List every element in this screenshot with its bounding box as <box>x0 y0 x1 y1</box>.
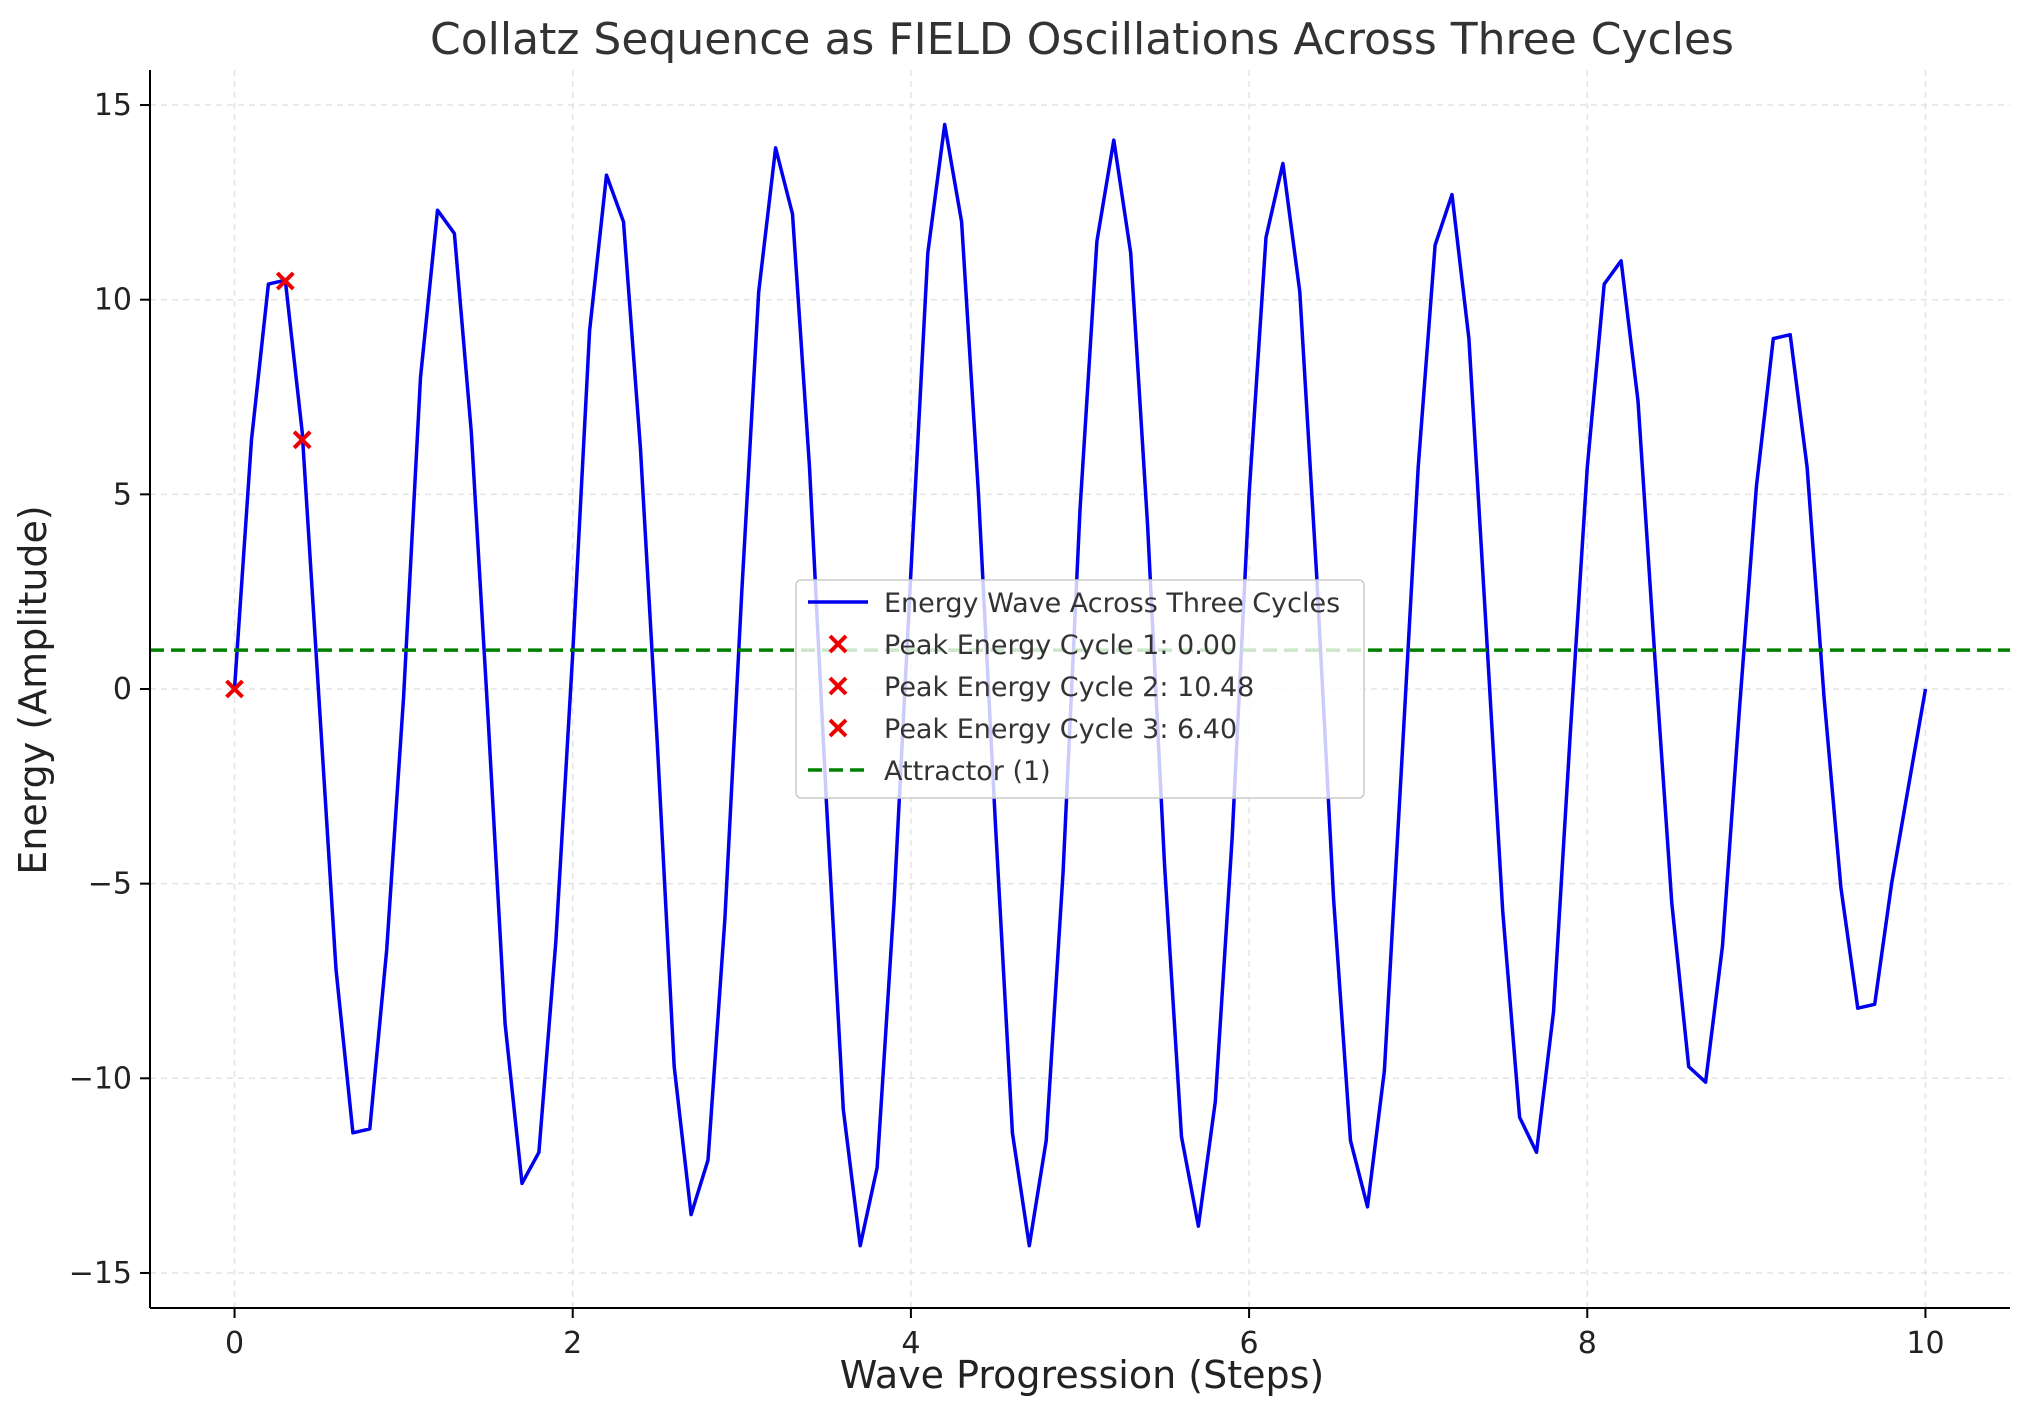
x-axis-label: Wave Progression (Steps) <box>840 1353 1324 1397</box>
legend-marker-3-stroke-b <box>828 718 848 738</box>
peak-marker-3 <box>292 430 312 450</box>
y-axis-label: Energy (Amplitude) <box>11 505 55 875</box>
ticks: 0 2 4 6 8 10 15 10 5 0 −5 −10 −15 <box>69 88 1945 1361</box>
peak-marker-2-stroke-b <box>275 271 295 291</box>
legend-box <box>795 579 1365 799</box>
legend: Energy Wave Across Three Cycles Peak Ener… <box>795 579 1365 799</box>
y-tick-label: 5 <box>113 477 132 512</box>
y-tick-label: 0 <box>113 672 132 707</box>
x-tick-label: 4 <box>901 1326 920 1361</box>
legend-marker-1-stroke-b <box>828 634 848 654</box>
legend-marker-2 <box>828 676 848 696</box>
series-line-energy-wave <box>232 122 1928 1248</box>
y-tick-label: −15 <box>69 1256 132 1291</box>
x-tick-label: 10 <box>1906 1326 1944 1361</box>
chart-title: Collatz Sequence as FIELD Oscillations A… <box>430 14 1734 65</box>
legend-marker-1 <box>828 634 848 654</box>
peak-marker-1-stroke-b <box>225 679 244 699</box>
legend-marker-3 <box>828 718 848 738</box>
x-tick-label: 6 <box>1240 1326 1259 1361</box>
peak-marker-3-stroke-b <box>292 430 312 450</box>
peak-marker-1 <box>225 679 244 699</box>
peak-marker-2 <box>275 271 295 291</box>
y-tick-label: 15 <box>94 88 132 123</box>
x-tick-label: 0 <box>225 1326 244 1361</box>
legend-marker-2-stroke-b <box>828 676 848 696</box>
legend-label-0: Energy Wave Across Three Cycles <box>884 588 1340 619</box>
legend-label-1: Peak Energy Cycle 1: 0.00 <box>884 630 1237 661</box>
legend-label-4: Attractor (1) <box>884 756 1051 787</box>
legend-label-3: Peak Energy Cycle 3: 6.40 <box>884 714 1237 745</box>
legend-label-2: Peak Energy Cycle 2: 10.48 <box>884 672 1254 703</box>
y-tick-label: −10 <box>69 1061 132 1096</box>
x-tick-label: 8 <box>1578 1326 1597 1361</box>
x-tick-label: 2 <box>563 1326 582 1361</box>
y-tick-label: −5 <box>88 867 132 902</box>
y-tick-label: 10 <box>94 283 132 318</box>
